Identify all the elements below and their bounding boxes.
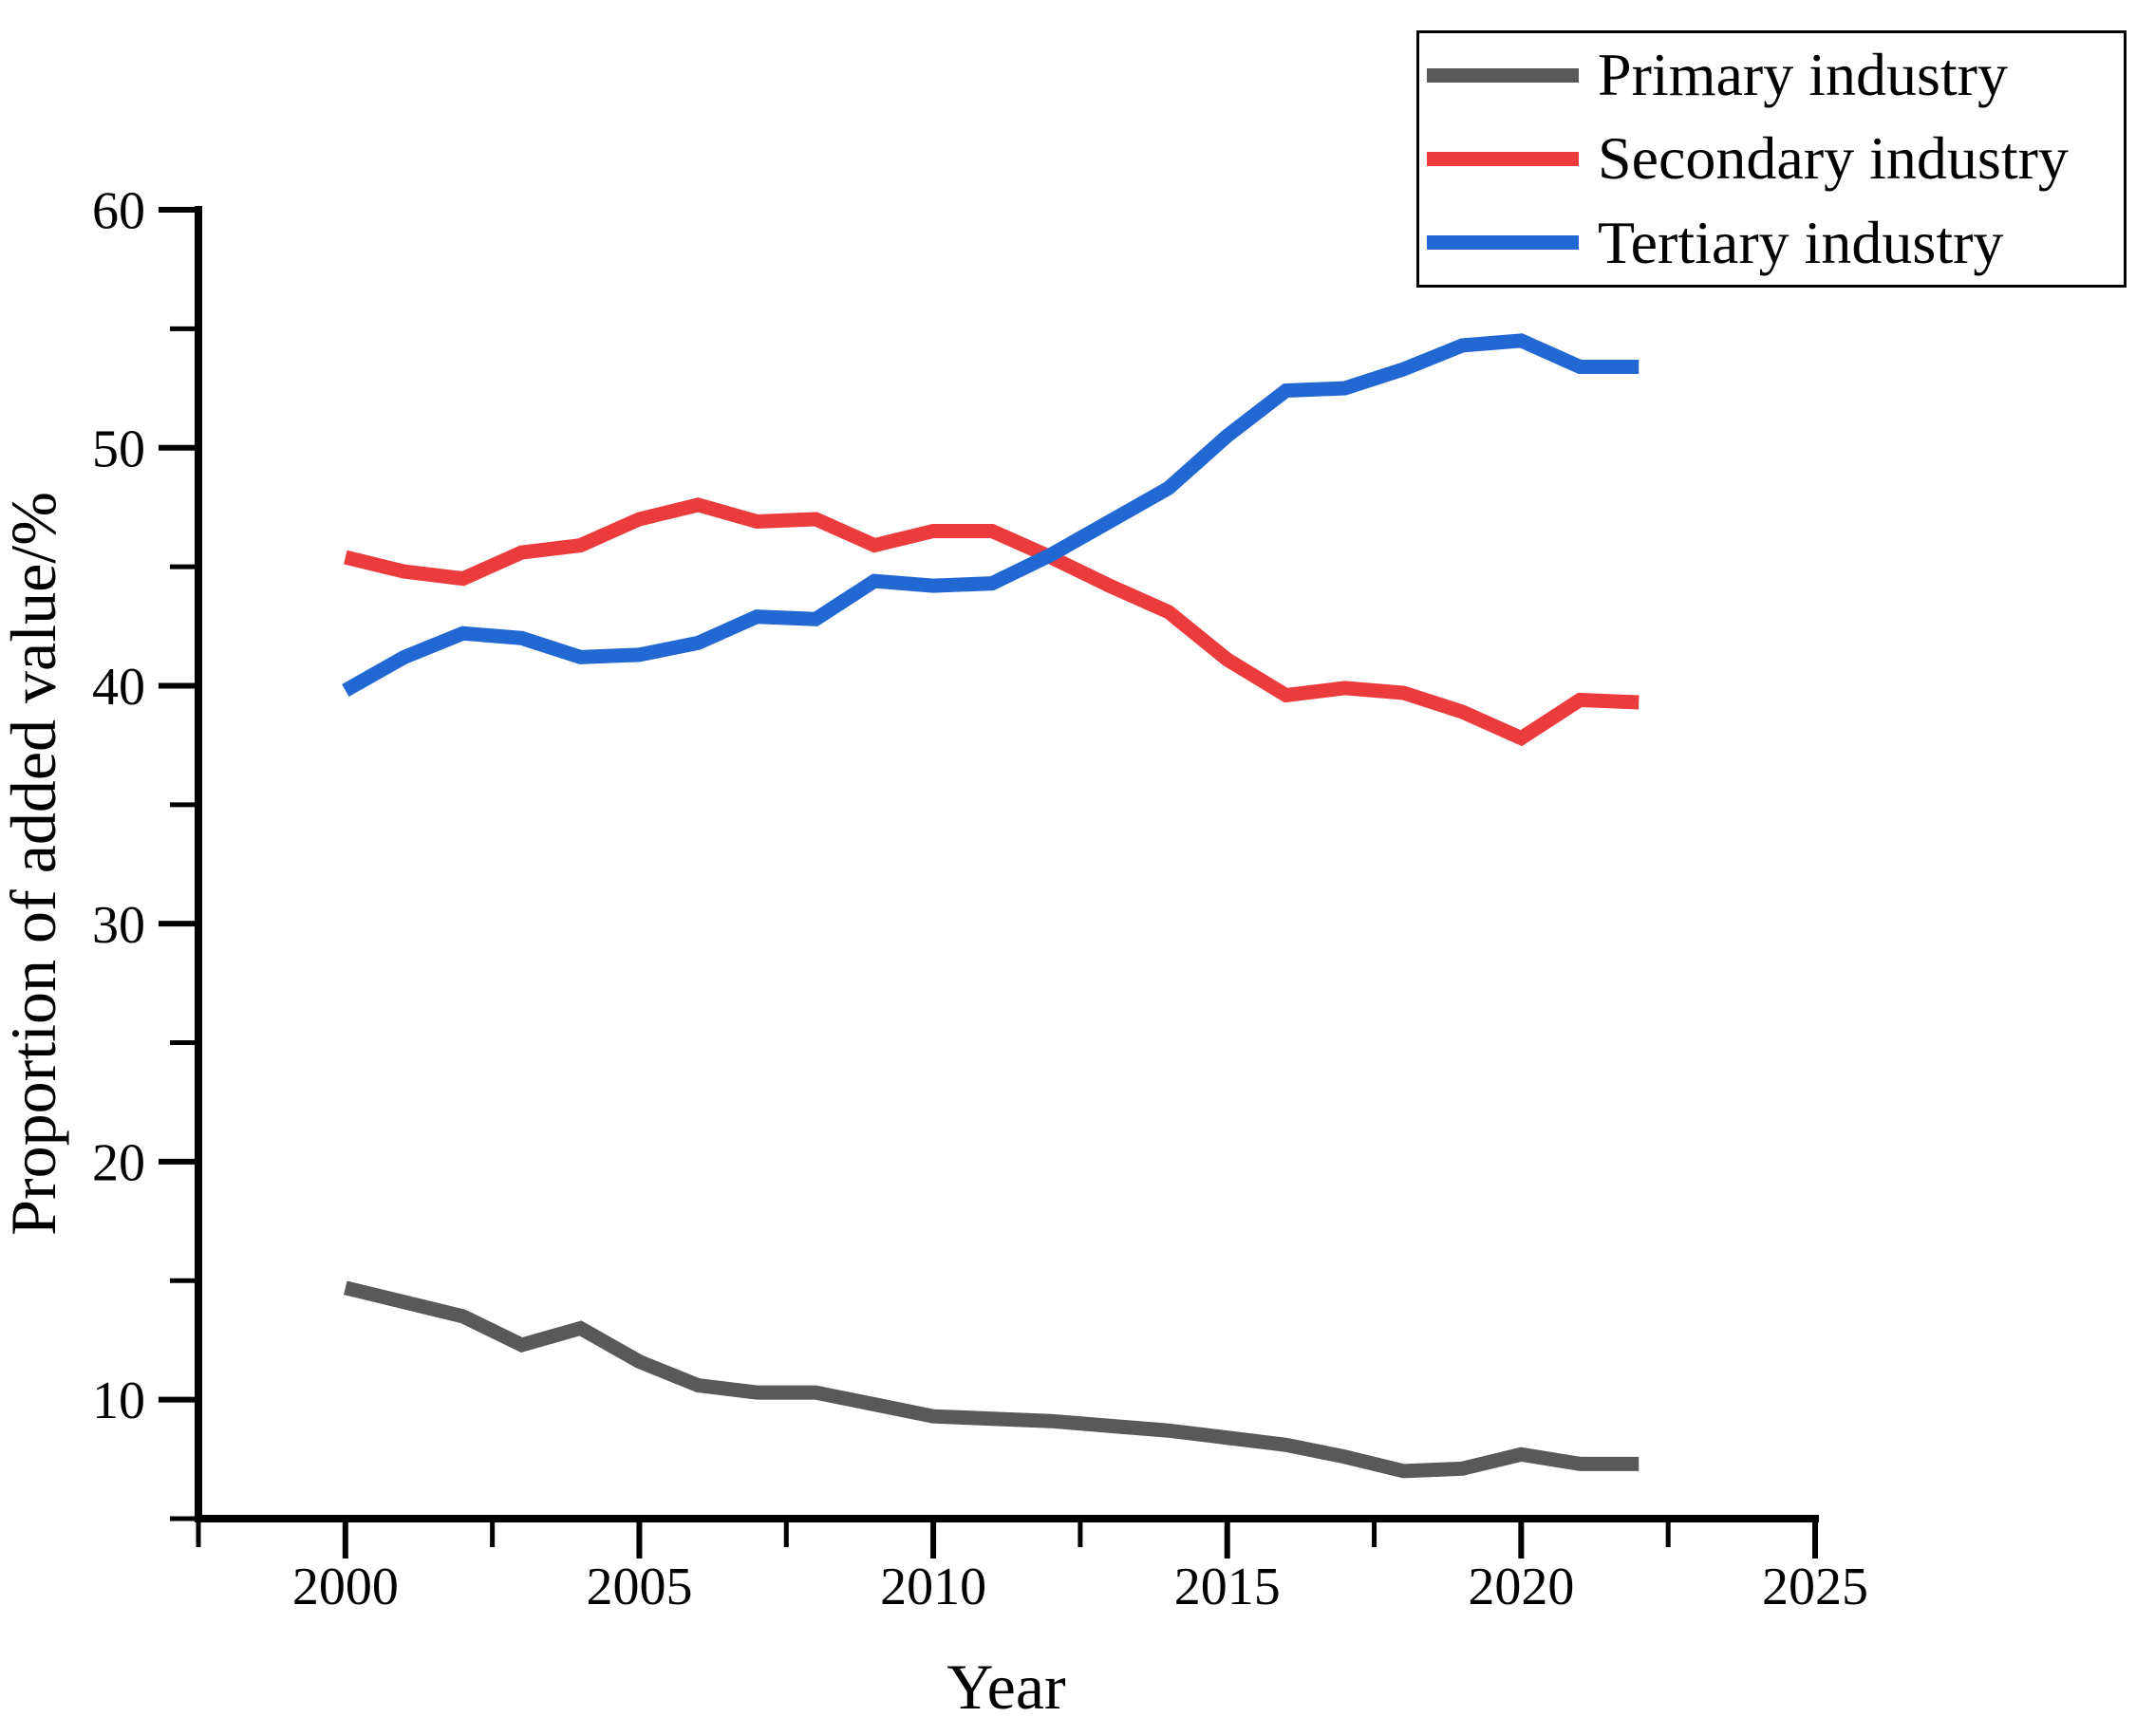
legend-item-label: Primary industry [1598,41,2008,109]
legend-item: Secondary industry [1427,128,2124,189]
y-tick-label: 10 [92,1372,145,1430]
x-tick-label: 2025 [1762,1558,1868,1616]
y-tick-label: 20 [92,1134,145,1193]
axes: 2000 2005 2010 2015 2020 2025 10 20 30 40 50 60 [92,182,1868,1616]
x-tick-label: 2020 [1468,1558,1574,1616]
y-tick-label: 50 [92,420,145,478]
series-line-secondary-industry [344,497,1640,747]
legend-item: Tertiary industry [1427,208,2124,276]
legend-item: Primary industry [1427,45,2124,105]
x-tick-label: 2015 [1174,1558,1281,1616]
legend-swatch-primary-industry [1427,67,1579,83]
series-lines [342,333,1640,1479]
x-tick-label: 2005 [586,1558,692,1616]
x-axis-title: Year [946,1651,1066,1723]
x-tick-label: 2010 [880,1558,986,1616]
legend-item-label: Tertiary industry [1598,208,2004,276]
y-tick-label: 40 [92,658,145,717]
y-tick-label: 60 [92,182,145,241]
series-line-primary-industry [344,1280,1640,1479]
x-tick-label: 2000 [292,1558,399,1616]
y-tick-label: 30 [92,896,145,955]
legend: Primary industry Secondary industry Tertia… [1416,30,2127,288]
legend-swatch-tertiary-industry [1427,235,1579,251]
legend-item-label: Secondary industry [1598,124,2069,193]
series-line-tertiary-industry [342,333,1640,697]
legend-swatch-secondary-industry [1427,151,1579,166]
y-axis-title: Proportion of added value/% [0,492,69,1236]
